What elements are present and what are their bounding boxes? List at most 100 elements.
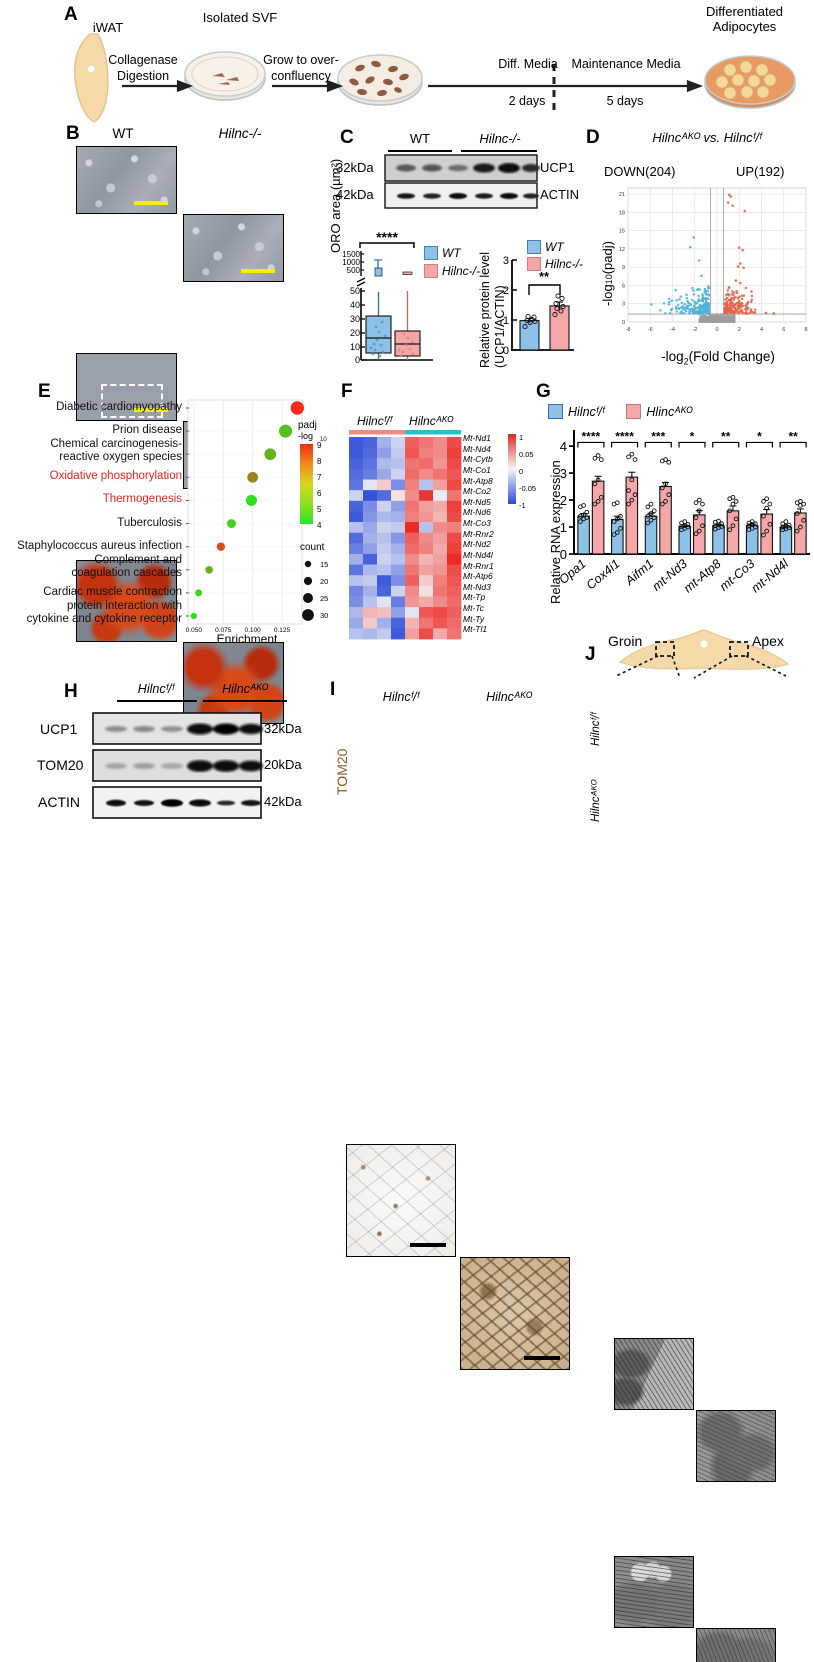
panel-h-target-actin: ACTIN [38, 794, 80, 810]
panel-e-item-label: Complement and coagulation cascades [71, 553, 182, 579]
svg-text:-0.05: -0.05 [519, 484, 536, 493]
panel-c-group1-label: WT [409, 131, 431, 146]
panel-c-letter: C [340, 127, 354, 148]
legend-swatch-ko [424, 264, 438, 278]
svg-text:0.050: 0.050 [186, 627, 203, 634]
maintenance-media-label: Maintenance Media [571, 57, 681, 71]
svg-text:0: 0 [355, 355, 360, 365]
svg-text:25: 25 [320, 594, 328, 603]
legend-label-wt-2: WT [545, 240, 564, 254]
panel-f-gene-label: Mt-Co2 [463, 486, 491, 497]
panel-j-region1-label: Groin [608, 633, 643, 649]
panel-d-xlabel: -log2(Fold Change) [661, 349, 775, 367]
svg-text:-2: -2 [692, 327, 697, 333]
legend-label-ko: Hilnc-/- [442, 264, 480, 278]
svg-text:6: 6 [782, 327, 785, 333]
panel-c-oro-legend: WT Hilnc-/- [424, 246, 480, 278]
panel-c-mw-42: 42kDa [336, 187, 374, 202]
panel-h-letter: H [64, 681, 78, 702]
svg-text:9: 9 [317, 441, 322, 450]
svg-text:**: ** [788, 429, 798, 443]
legend-swatch-wt [424, 246, 438, 260]
scale-bar [241, 269, 275, 273]
panel-b-col1-label: WT [112, 126, 134, 141]
svg-text:0: 0 [622, 320, 625, 326]
panel-b-tile-ko-phase [183, 214, 284, 282]
panel-c-protein-chart: 3 2 1 0 ** [494, 255, 580, 365]
panel-e-item-label: Oxidative phosphorylation [49, 470, 182, 483]
panel-c-mw-32: 32kDa [336, 160, 374, 175]
svg-text:8: 8 [317, 457, 322, 466]
svg-text:5: 5 [317, 505, 322, 514]
panel-f-gene-label: Mt-Co1 [463, 464, 491, 475]
svg-text:18: 18 [619, 210, 625, 216]
svg-text:500: 500 [347, 266, 361, 275]
panel-f-gene-label: Mt-Nd1 [463, 433, 491, 443]
svg-text:3: 3 [560, 466, 567, 481]
panel-b-tile-wt-oro-zoom [76, 560, 177, 642]
svg-text:**: ** [539, 269, 550, 284]
svg-text:21: 21 [619, 192, 625, 198]
panel-f-group1-label: Hilncᶠ/ᶠ [357, 414, 392, 428]
svg-text:0: 0 [715, 327, 718, 333]
panel-h-blot-image [92, 712, 263, 821]
panel-j-region2-label: Apex [752, 633, 784, 649]
svg-text:15: 15 [320, 560, 328, 569]
legend-label-ff: Hilncᶠ/ᶠ [568, 404, 605, 419]
panel-a-letter: A [64, 4, 78, 25]
panel-j-letter: J [585, 644, 596, 665]
panel-e-item-label: Cardiac muscle contraction [43, 585, 182, 598]
panel-j-tile-ff-apex [696, 1410, 776, 1482]
panel-c-oro-chart: **** 1500 1000 500 50 40 30 20 10 0 [333, 229, 455, 365]
panel-a-diagram [60, 6, 814, 126]
differentiated-label: Differentiated [705, 4, 784, 19]
panel-e-legend: padj -log 10 9 8 7 6 5 4 count 15 20 25 30 [296, 418, 352, 628]
legend-swatch-ff [548, 404, 563, 419]
panel-d-volcano-plot: -8 -6 -4 -2 0 2 4 6 8 0 3 6 9 12 15 18 21 [600, 182, 810, 347]
panel-j-row2-label: Hilncᴬᴷᴼ [590, 779, 602, 822]
petri-dish-confluent-icon [337, 54, 423, 106]
panel-h-mw-32: 32kDa [264, 721, 302, 736]
panel-e-item-label: Prion disease [112, 424, 182, 437]
diff-media-label: Diff. Media [498, 57, 558, 71]
panel-g-letter: G [536, 381, 551, 402]
legend-swatch-wt-2 [527, 240, 541, 254]
panel-h-group2-label: Hilncᴬᴷᴼ [222, 682, 268, 696]
confluency-label: confluency [271, 69, 331, 83]
panel-f-gene-label: Mt-Atp8 [463, 475, 493, 486]
svg-text:1: 1 [519, 433, 523, 442]
panel-c-protein-ylabel1: Relative protein level [478, 251, 492, 368]
scale-bar [410, 1243, 446, 1247]
svg-text:mt-Nd4l: mt-Nd4l [749, 556, 792, 596]
panel-c-group1-underline [388, 150, 452, 152]
panel-e-item-label: protein interaction with cytokine and cy… [26, 600, 182, 625]
panel-d-title: Hilncᴬᴷᴼ vs. Hilncᶠ/ᶠ [652, 130, 762, 145]
svg-text:1: 1 [560, 520, 567, 535]
panel-c-group2-underline [461, 150, 537, 152]
svg-text:*: * [757, 429, 762, 443]
svg-text:8: 8 [804, 327, 807, 333]
panel-e-item-label: Chemical carcinogenesis- reactive oxygen… [50, 438, 182, 464]
svg-text:****: **** [376, 229, 398, 245]
panel-g-legend: Hilncᶠ/ᶠ Hlincᴬᴷᴼ [548, 404, 692, 419]
svg-text:***: *** [651, 429, 665, 443]
panel-i-letter: I [330, 679, 336, 700]
svg-text:4: 4 [760, 327, 763, 333]
svg-text:**: ** [721, 429, 731, 443]
panel-e-item-label: Thermogenesis [102, 493, 182, 506]
svg-text:2: 2 [560, 493, 567, 508]
iwat-label: iWAT [92, 20, 124, 35]
panel-f-gene-label: Mt-Nd3 [463, 581, 491, 592]
svg-text:-log: -log [298, 431, 313, 441]
panel-e-letter: E [38, 381, 51, 402]
panel-c-blot-image [384, 154, 540, 209]
svg-text:*: * [690, 429, 695, 443]
panel-f-gene-label: Mt-Atp6 [463, 571, 493, 582]
svg-text:3: 3 [503, 255, 509, 267]
panel-c-target-actin: ACTIN [540, 187, 579, 202]
days2-label: 2 days [508, 94, 546, 108]
panel-c-oro-ylabel: ORO area (µm²) [328, 158, 343, 253]
svg-text:1000: 1000 [342, 258, 360, 267]
svg-text:15: 15 [619, 229, 625, 235]
svg-text:padj: padj [298, 420, 317, 431]
